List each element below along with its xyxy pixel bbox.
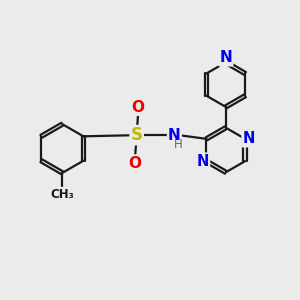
- Text: H: H: [174, 138, 182, 151]
- Text: N: N: [242, 131, 255, 146]
- Text: O: O: [129, 156, 142, 171]
- Text: O: O: [132, 100, 145, 115]
- Text: CH₃: CH₃: [50, 188, 74, 201]
- Text: N: N: [219, 50, 232, 65]
- Text: S: S: [130, 126, 142, 144]
- Text: N: N: [197, 154, 209, 169]
- Text: N: N: [168, 128, 181, 142]
